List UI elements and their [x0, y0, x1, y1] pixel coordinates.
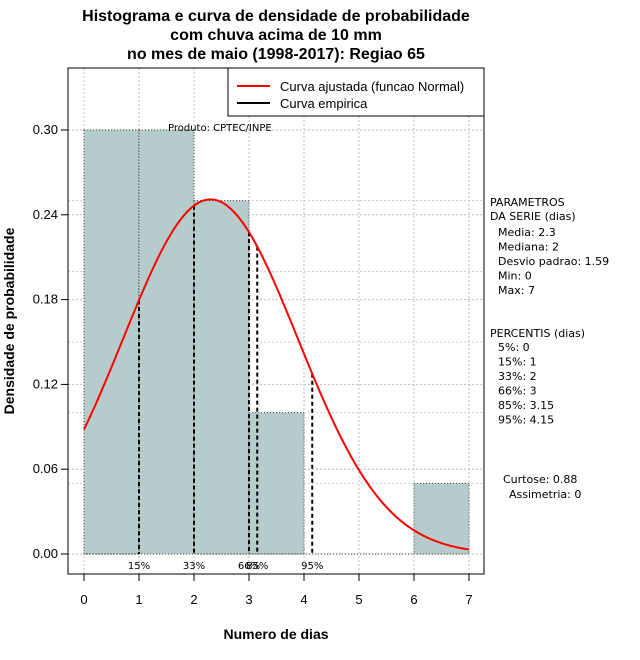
y-tick-label: 0.00	[33, 546, 58, 561]
parametro-value: Mediana: 2	[498, 241, 559, 254]
chart-title-line: no mes de maio (1998-2017): Regiao 65	[127, 46, 425, 63]
histogram-bars	[83, 129, 470, 555]
percentil-value: 33%: 2	[498, 370, 537, 383]
percentil-value: 5%: 0	[498, 341, 530, 354]
y-tick-label: 0.24	[33, 207, 58, 222]
y-tick-label: 0.12	[33, 376, 58, 391]
percentile-label: 66%	[238, 561, 260, 572]
x-tick-label: 6	[410, 592, 417, 607]
x-tick-label: 0	[80, 592, 87, 607]
stat-value: Assimetria: 0	[509, 488, 581, 501]
percentile-label: 15%	[128, 561, 150, 572]
histogram-bar	[83, 129, 140, 555]
histogram-bar	[138, 129, 195, 555]
x-tick-label: 5	[355, 592, 362, 607]
legend-entry: Curva ajustada (funcao Normal)	[280, 79, 464, 94]
product-label: Produto: CPTEC/INPE	[168, 123, 272, 134]
parametros-header: DA SERIE (dias)	[490, 210, 576, 223]
x-tick-label: 3	[245, 592, 252, 607]
x-tick-label: 2	[190, 592, 197, 607]
percentil-value: 95%: 4.15	[498, 414, 554, 427]
percentil-value: 15%: 1	[498, 356, 537, 369]
y-tick-label: 0.06	[33, 461, 58, 476]
parametro-value: Max: 7	[498, 284, 535, 297]
percentil-value: 85%: 3.15	[498, 399, 554, 412]
percentis-header: PERCENTIS (dias)	[490, 327, 585, 340]
percentil-value: 66%: 3	[498, 385, 537, 398]
chart-title-line: com chuva acima de 10 mm	[170, 27, 382, 44]
legend-entry: Curva empirica	[280, 96, 368, 111]
histogram-bar	[248, 412, 305, 555]
legend: Curva ajustada (funcao Normal) Curva empi…	[227, 67, 485, 117]
normal-curve	[83, 198, 470, 551]
y-tick-label: 0.18	[33, 292, 58, 307]
stat-value: Curtose: 0.88	[503, 473, 577, 486]
x-tick-label: 7	[465, 592, 472, 607]
parametro-value: Min: 0	[498, 270, 532, 283]
x-axis-title: Numero de dias	[223, 626, 328, 642]
y-tick-label: 0.30	[33, 122, 58, 137]
chart-title: Histograma e curva de densidade de proba…	[82, 8, 470, 63]
chart-title-line: Histograma e curva de densidade de proba…	[82, 8, 470, 25]
legend-box	[227, 67, 485, 117]
x-tick-label: 1	[135, 592, 142, 607]
y-axis-title: Densidade de probabilidade	[1, 227, 17, 414]
percentile-label: 33%	[183, 561, 205, 572]
percentile-label: 85%	[246, 561, 268, 572]
percentile-label: 95%	[301, 561, 323, 572]
parametros-header: PARAMETROS	[490, 196, 565, 209]
histogram-bar	[193, 200, 250, 555]
parametro-value: Desvio padrao: 1.59	[498, 255, 609, 268]
normal-curve-line	[83, 198, 470, 551]
x-tick-label: 4	[300, 592, 307, 607]
axes: 0 1 2 3 4 5 6 7 0.00 0.06 0.12 0.18 0.24 0.30 Numero d…	[1, 67, 485, 642]
parametro-value: Media: 2.3	[498, 226, 556, 239]
percentile-lines: 15% 33% 66%85% 95% Produto: CPTEC/INPE	[128, 123, 323, 572]
